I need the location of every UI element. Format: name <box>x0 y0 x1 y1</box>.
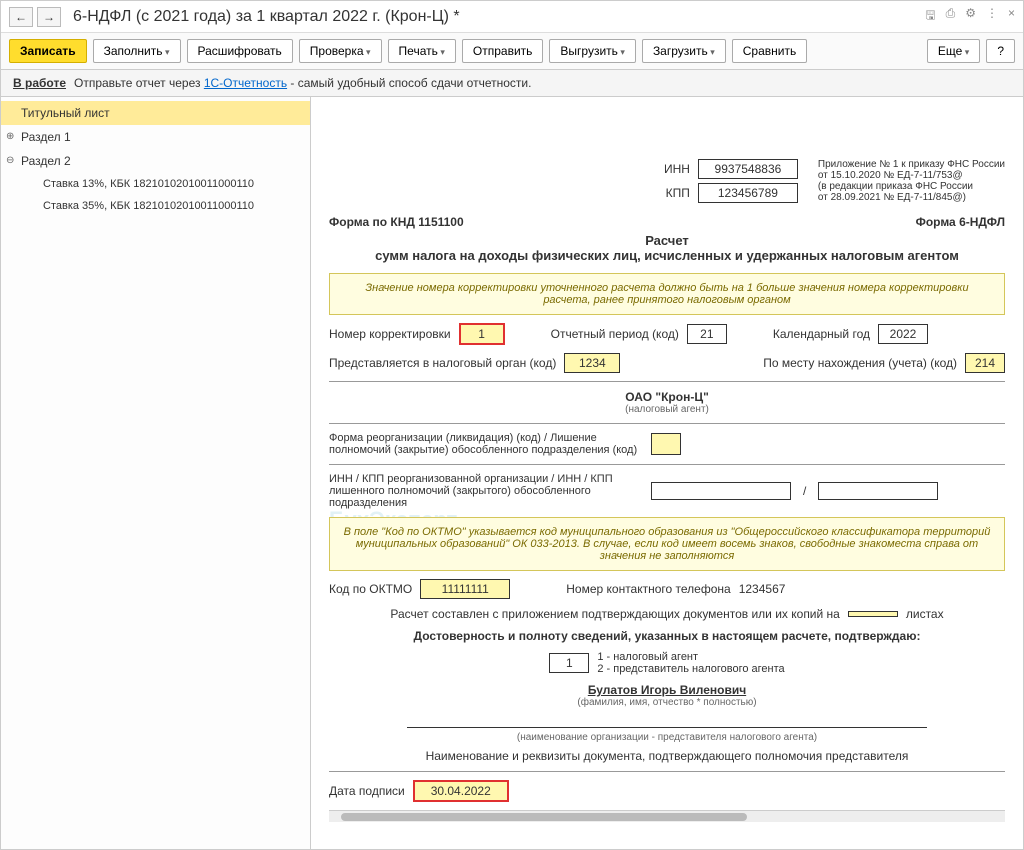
settings-icon[interactable]: ⚙ <box>965 6 976 27</box>
decode-button[interactable]: Расшифровать <box>187 39 293 63</box>
org-name: ОАО "Крон-Ц" <box>329 390 1005 404</box>
location-label: По месту нахождения (учета) (код) <box>763 356 957 370</box>
corr-label: Номер корректировки <box>329 327 451 341</box>
status-text: Отправьте отчет через 1С-Отчетность - са… <box>74 76 531 90</box>
save-icon[interactable]: 🖫 <box>925 6 935 27</box>
export-button[interactable]: Выгрузить <box>549 39 636 63</box>
year-input[interactable]: 2022 <box>878 324 928 344</box>
reorg-kpp-input[interactable] <box>818 482 938 500</box>
sidebar: Титульный лист ⊕ Раздел 1 ⊖ Раздел 2 Ста… <box>1 97 311 849</box>
menu-icon[interactable]: ⋮ <box>986 6 998 27</box>
location-input[interactable]: 214 <box>965 353 1005 373</box>
status-link[interactable]: 1С-Отчетность <box>204 76 287 90</box>
tax-auth-input[interactable]: 1234 <box>564 353 620 373</box>
rep-org-hint: (наименование организации - представител… <box>329 732 1005 743</box>
org-hint: (налоговый агент) <box>329 404 1005 415</box>
print-button[interactable]: Печать <box>388 39 456 63</box>
signer-hint: (фамилия, имя, отчество * полностью) <box>329 697 1005 708</box>
reorg-inn-label: ИНН / КПП реорганизованной организации /… <box>329 473 639 509</box>
corr-input[interactable]: 1 <box>459 323 505 345</box>
pages-label: Расчет составлен с приложением подтвержд… <box>390 607 839 621</box>
oktmo-label: Код по ОКТМО <box>329 582 412 596</box>
sign-date-input[interactable]: 30.04.2022 <box>413 780 509 802</box>
save-button[interactable]: Записать <box>9 39 87 63</box>
appendix-line3: (в редакции приказа ФНС России <box>818 181 1005 192</box>
horizontal-scrollbar[interactable] <box>329 810 1005 822</box>
titlebar: ← → 6-НДФЛ (с 2021 года) за 1 квартал 20… <box>1 1 1023 33</box>
tree-section1[interactable]: ⊕ Раздел 1 <box>1 125 310 149</box>
confirm-code-input[interactable]: 1 <box>549 653 589 673</box>
confirm-title: Достоверность и полноту сведений, указан… <box>329 629 1005 643</box>
sign-date-label: Дата подписи <box>329 784 405 798</box>
doc-title: Наименование и реквизиты документа, подт… <box>329 749 1005 763</box>
check-button[interactable]: Проверка <box>299 39 382 63</box>
collapse-icon[interactable]: ⊖ <box>6 155 17 166</box>
nav-back-button[interactable]: ← <box>9 7 33 27</box>
expand-icon[interactable]: ⊕ <box>6 131 17 142</box>
tree-title-page[interactable]: Титульный лист <box>1 101 310 125</box>
pages-input[interactable] <box>848 611 898 617</box>
calc-subtitle: сумм налога на доходы физических лиц, ис… <box>329 248 1005 263</box>
kpp-label: КПП <box>666 186 690 200</box>
tax-auth-label: Представляется в налоговый орган (код) <box>329 356 556 370</box>
confirm-opt1: 1 - налоговый агент <box>597 651 784 663</box>
knd-code: Форма по КНД 1151100 <box>329 215 464 229</box>
kpp-field[interactable]: 123456789 <box>698 183 798 203</box>
phone-label: Номер контактного телефона <box>566 582 730 596</box>
reorg-code-input[interactable] <box>651 433 681 455</box>
tree-section2[interactable]: ⊖ Раздел 2 <box>1 149 310 173</box>
reorg-label: Форма реорганизации (ликвидация) (код) /… <box>329 432 639 456</box>
rep-org-line[interactable] <box>407 714 927 728</box>
window-title: 6-НДФЛ (с 2021 года) за 1 квартал 2022 г… <box>73 8 925 26</box>
appendix-line2: от 15.10.2020 № ЕД-7-11/753@ <box>818 170 1005 181</box>
signer-name: Булатов Игорь Виленович <box>329 683 1005 697</box>
reorg-inn-input[interactable] <box>651 482 791 500</box>
confirm-opt2: 2 - представитель налогового агента <box>597 663 784 675</box>
form-content: БухЭкспертбаза ответов по учету в 1С ИНН… <box>311 97 1023 849</box>
help-button[interactable]: ? <box>986 39 1015 63</box>
print-icon[interactable]: ⎙ <box>946 6 956 27</box>
tree-rate35[interactable]: Ставка 35%, КБК 18210102010011000110 <box>1 195 310 217</box>
phone-value[interactable]: 1234567 <box>739 582 786 596</box>
appendix-line4: от 28.09.2021 № ЕД-7-11/845@) <box>818 192 1005 203</box>
tree-rate13[interactable]: Ставка 13%, КБК 18210102010011000110 <box>1 173 310 195</box>
slash: / <box>803 484 806 498</box>
send-button[interactable]: Отправить <box>462 39 544 63</box>
inn-label: ИНН <box>664 162 690 176</box>
note-box-2: В поле "Код по ОКТМО" указывается код му… <box>329 517 1005 571</box>
inn-field[interactable]: 9937548836 <box>698 159 798 179</box>
pages-suffix: листах <box>906 607 944 621</box>
nav-forward-button[interactable]: → <box>37 7 61 27</box>
status-label[interactable]: В работе <box>13 76 66 90</box>
oktmo-input[interactable]: 11111111 <box>420 579 510 599</box>
compare-button[interactable]: Сравнить <box>732 39 807 63</box>
fill-button[interactable]: Заполнить <box>93 39 181 63</box>
period-input[interactable]: 21 <box>687 324 727 344</box>
calc-title: Расчет <box>329 233 1005 248</box>
close-icon[interactable]: × <box>1008 6 1015 27</box>
toolbar: Записать Заполнить Расшифровать Проверка… <box>1 33 1023 70</box>
import-button[interactable]: Загрузить <box>642 39 726 63</box>
status-bar: В работе Отправьте отчет через 1С-Отчетн… <box>1 70 1023 97</box>
year-label: Календарный год <box>773 327 870 341</box>
more-button[interactable]: Еще <box>927 39 980 63</box>
note-box-1: Значение номера корректировки уточненног… <box>329 273 1005 315</box>
appendix-line1: Приложение № 1 к приказу ФНС России <box>818 159 1005 170</box>
period-label: Отчетный период (код) <box>551 327 679 341</box>
form-name: Форма 6-НДФЛ <box>916 215 1005 229</box>
